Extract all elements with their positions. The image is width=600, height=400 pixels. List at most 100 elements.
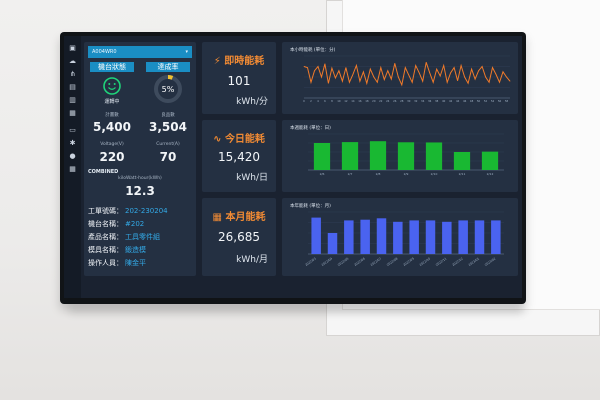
x-tick-label: 2023/01 [468, 256, 481, 266]
work-order-label: 工單號碼： [88, 207, 123, 215]
bar [341, 142, 359, 170]
voltage-label: Voltage(V) [100, 142, 124, 147]
x-tick-label: 54 [491, 99, 495, 103]
machine-name-row: 機台名稱： #202 [88, 219, 144, 229]
today-kpi-card: ∿ 今日能耗 15,420 kWh/日 [202, 120, 276, 192]
tv-screen: ▣ ☁ ⋔ ▤ ▥ ▦ ▭ ✱ ● ▦ A004WR0 ▾ 機台狀態 達成率 運… [64, 36, 522, 298]
data-point [425, 61, 427, 63]
chart-icon[interactable]: ▥ [69, 96, 76, 104]
x-tick-label: 12 [344, 99, 348, 103]
x-tick-label: 2/12 [487, 172, 494, 176]
hourly-chart: 0 2 4 6 8 10 12 14 16 18 20 22 24 26 28 30 32 34 36 38 40 42 4… [303, 55, 511, 103]
mold-label: 模具名稱： [88, 246, 123, 254]
hourly-chart-title: 本小時能耗 (單位：分) [290, 48, 336, 53]
data-point [373, 76, 375, 78]
x-tick-label: 30 [407, 99, 411, 103]
data-point [509, 80, 511, 82]
x-tick-label: 2022/10 [419, 256, 432, 266]
x-tick-label: 50 [477, 99, 481, 103]
x-tick-label: 2 [310, 99, 312, 103]
yearly-chart-title: 本年能耗 (單位：月) [290, 204, 331, 209]
data-point [356, 65, 357, 66]
data-point [436, 68, 438, 70]
x-tick-label: 26 [393, 99, 397, 103]
x-tick-label: 0 [303, 99, 305, 103]
data-point [331, 67, 333, 69]
data-point [390, 78, 392, 80]
data-point [387, 70, 389, 72]
product-label: 產品名稱： [88, 233, 123, 241]
x-tick-label: 4 [317, 99, 319, 103]
bar [491, 220, 501, 254]
month-kpi-card: ▦ 本月能耗 26,685 kWh/月 [202, 198, 276, 276]
user-icon[interactable]: ● [69, 152, 76, 160]
data-point [432, 81, 434, 83]
data-point [443, 65, 445, 66]
product-row: 產品名稱： 工具零件組 [88, 232, 160, 242]
month-kpi-title: ▦ 本月能耗 [202, 208, 276, 223]
network-icon[interactable]: ⋔ [69, 70, 76, 78]
data-point [422, 80, 424, 82]
data-point [342, 80, 343, 82]
gear-icon[interactable]: ✱ [69, 139, 76, 147]
x-tick-label: 46 [463, 99, 467, 103]
data-point [499, 81, 500, 83]
x-tick-label: 2022/09 [402, 256, 415, 266]
x-tick-label: 42 [449, 99, 453, 103]
data-point [502, 71, 504, 73]
data-point [397, 76, 399, 78]
kwh-value: 12.3 [125, 184, 155, 198]
bar [393, 221, 403, 254]
yearly-chart: 2022/03 2022/04 2022/05 2022/06 2022/07 2022/… [304, 211, 504, 267]
chevron-down-icon: ▾ [185, 49, 188, 55]
data-point [314, 70, 315, 72]
achievement-value: 5% [162, 85, 175, 94]
bar [474, 220, 485, 254]
x-tick-label: 2022/11 [435, 256, 448, 266]
data-point [453, 67, 455, 68]
report-icon[interactable]: ▦ [69, 109, 76, 117]
data-point [328, 82, 329, 84]
today-kpi-unit: kWh/日 [236, 173, 268, 183]
data-point [439, 75, 441, 77]
machine-select[interactable]: A004WR0 ▾ [88, 46, 192, 58]
data-point [404, 67, 406, 68]
mold-row: 模具名稱： 鍛造模 [88, 245, 146, 255]
x-tick-label: 24 [386, 99, 390, 103]
combined-label: COMBINED [88, 169, 119, 175]
bar [409, 220, 419, 254]
data-point [418, 72, 420, 74]
data-point [478, 70, 479, 72]
database-icon[interactable]: ▤ [69, 83, 76, 91]
instant-kpi-unit: kWh/分 [236, 97, 268, 107]
bolt-icon: ⚡ [213, 56, 221, 67]
x-tick-label: 44 [456, 99, 460, 103]
x-tick-label: 2022/06 [353, 256, 366, 266]
data-point [380, 67, 382, 68]
kwh-label: kiloWatt-hour(kWh) [118, 176, 162, 181]
month-kpi-value: 26,685 [218, 230, 260, 244]
data-point [321, 76, 322, 78]
data-point [345, 67, 347, 68]
achievement-gauge: 5% [154, 75, 182, 103]
data-point [506, 76, 507, 78]
data-point [464, 76, 465, 78]
x-tick-label: 56 [498, 99, 502, 103]
weekly-chart-card: 本週能耗 (單位：日) 2/6 2/7 2/8 2/9 2/10 2/11 2/12 [282, 120, 518, 192]
bar [327, 233, 338, 254]
x-tick-label: 52 [484, 99, 488, 103]
data-point [408, 74, 410, 76]
month-kpi-title-text: 本月能耗 [225, 212, 266, 223]
bar [425, 142, 443, 170]
monitor-icon[interactable]: ▭ [69, 126, 76, 134]
grid-icon[interactable]: ▦ [69, 165, 76, 173]
data-point [324, 63, 326, 65]
work-order-row: 工單號碼： 202-230204 [88, 206, 168, 216]
data-point [467, 82, 469, 84]
data-point [401, 84, 403, 86]
data-point [415, 65, 417, 66]
dashboard-icon[interactable]: ▣ [69, 44, 76, 52]
x-tick-label: 32 [414, 99, 418, 103]
cloud-icon[interactable]: ☁ [69, 57, 76, 65]
data-point [411, 81, 413, 83]
